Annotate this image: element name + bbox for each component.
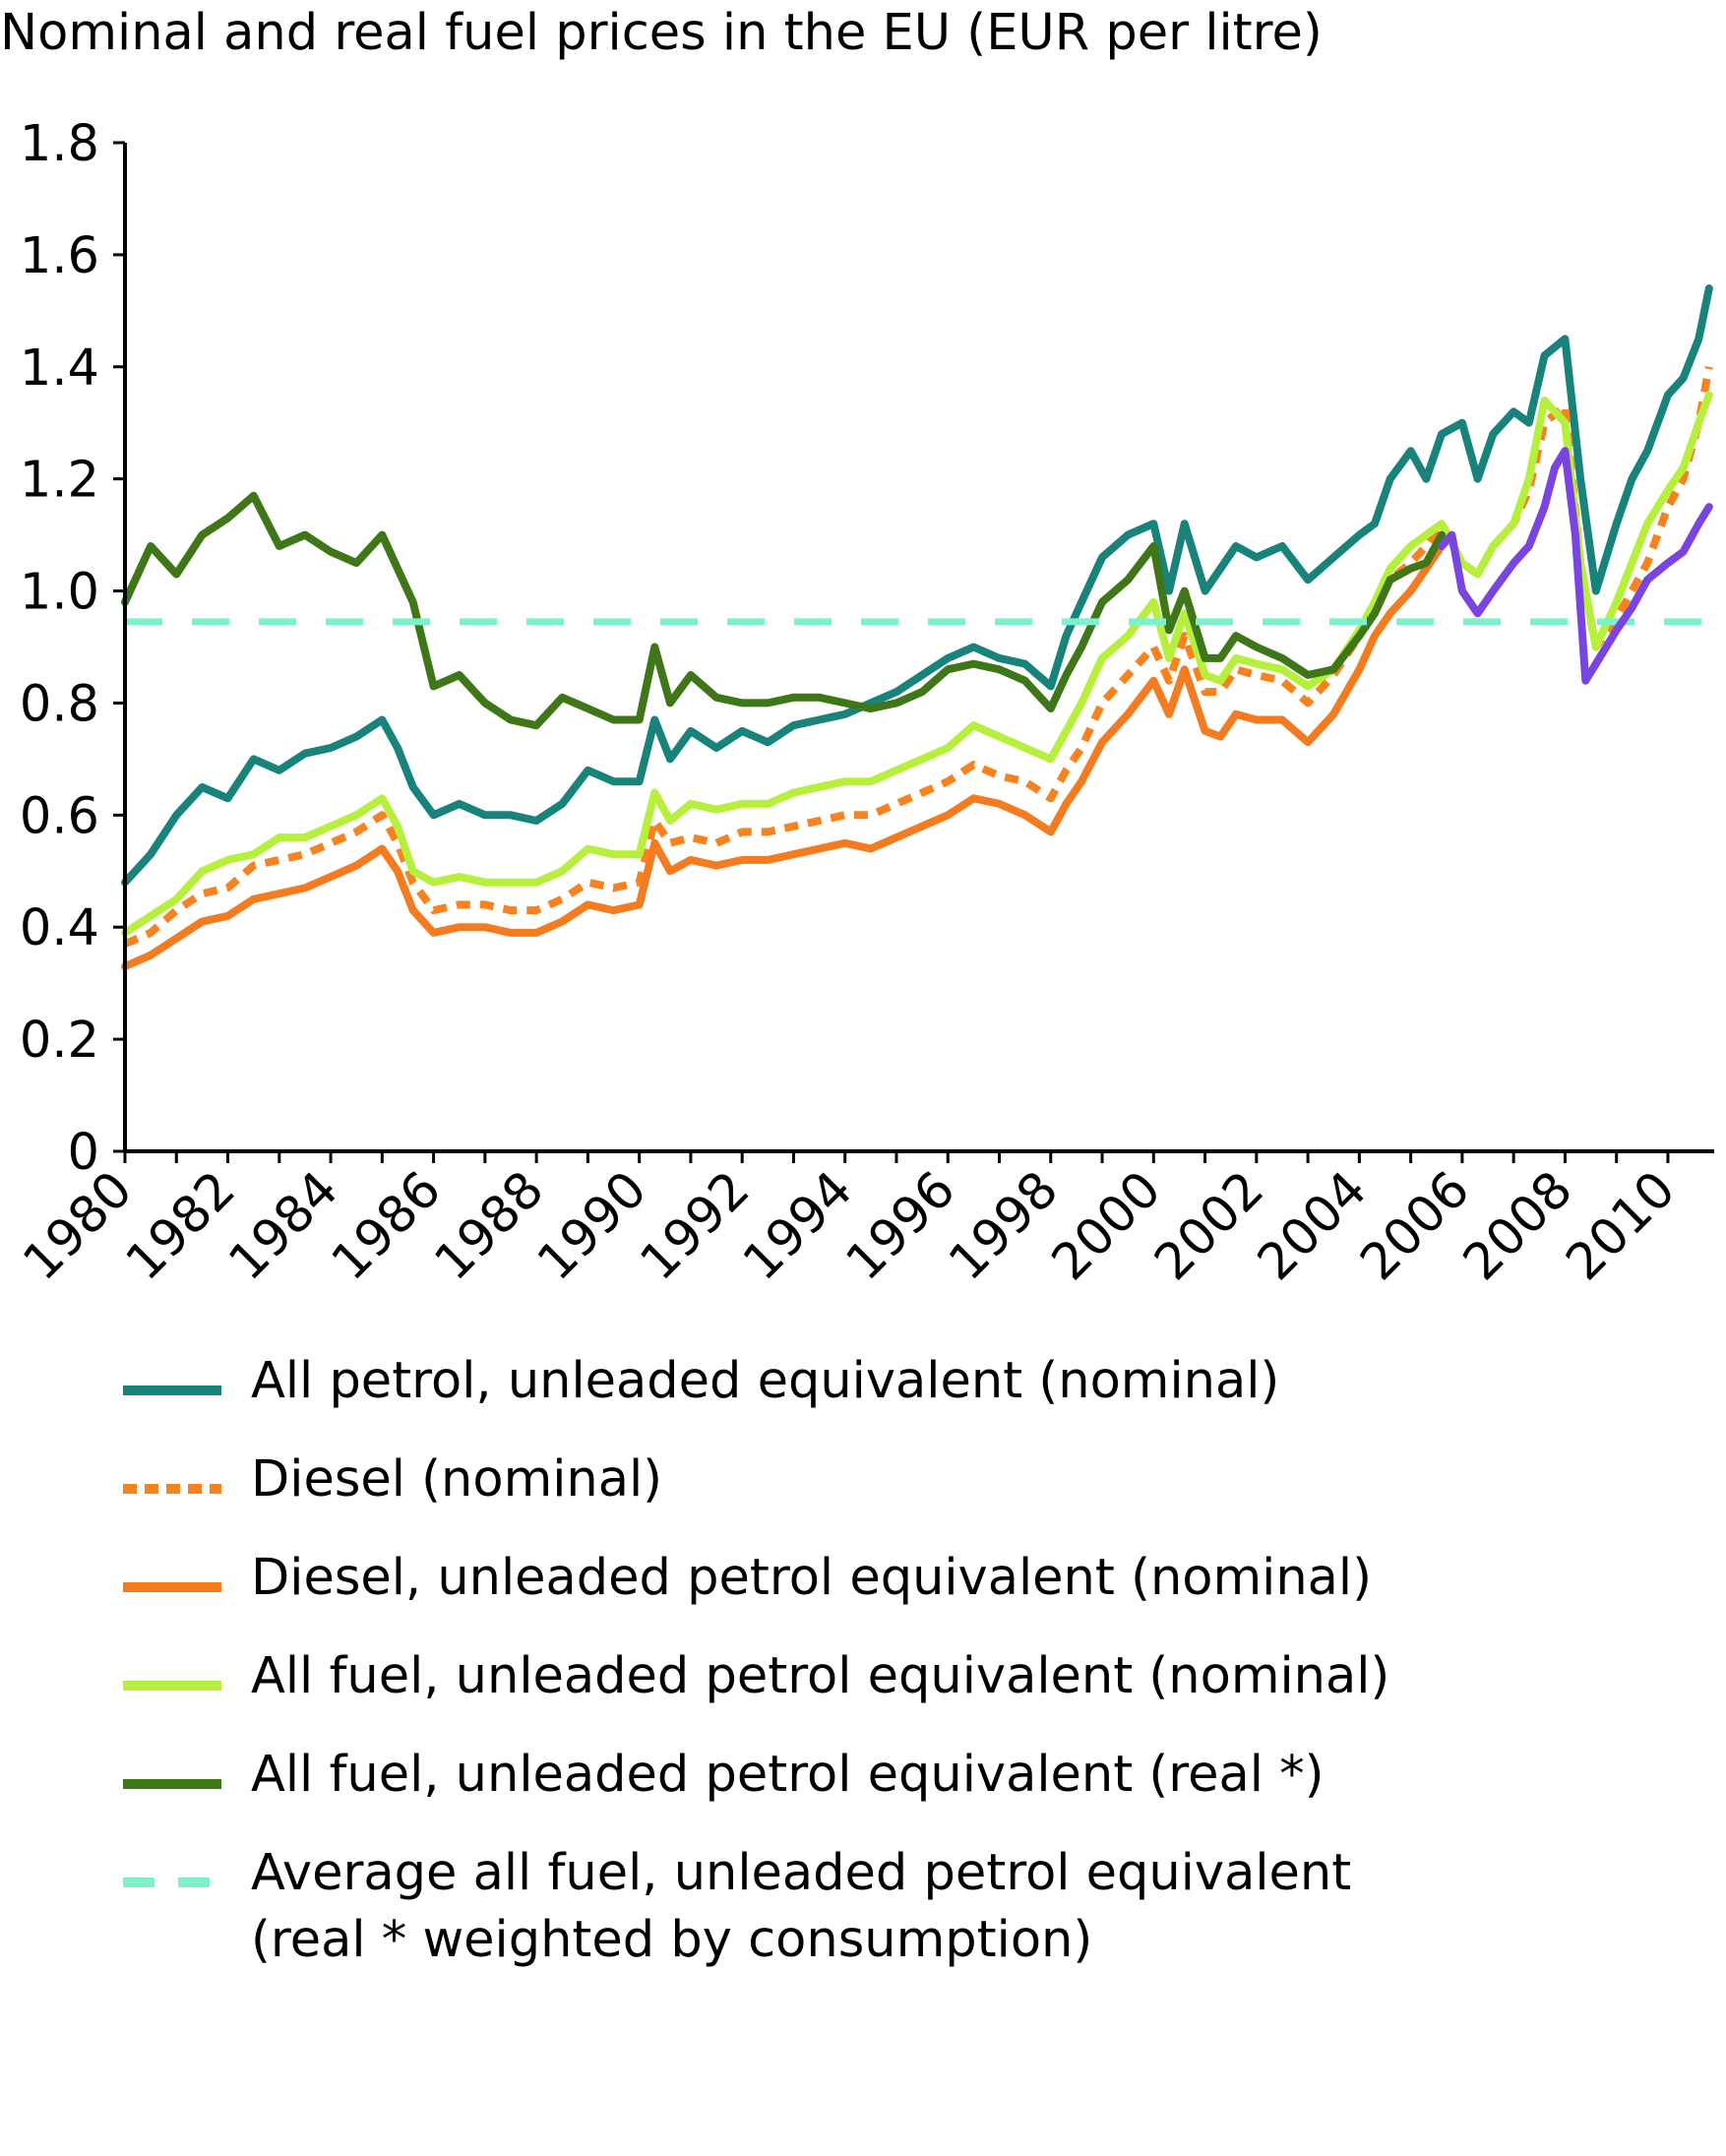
legend-item-diesel-nominal: Diesel (nominal) xyxy=(123,1447,1697,1545)
x-tick-label: 2004 xyxy=(1247,1160,1378,1291)
x-tick-label: 2006 xyxy=(1350,1160,1481,1291)
series-line-0 xyxy=(121,284,1713,887)
legend-item-allfuel-nominal: All fuel, unleaded petrol equivalent (no… xyxy=(123,1643,1697,1742)
y-tick-label: 1.4 xyxy=(20,339,99,398)
x-tick-label: 1986 xyxy=(321,1160,452,1291)
x-tick-label: 1984 xyxy=(218,1160,349,1291)
legend-swatch xyxy=(123,1484,221,1494)
y-tick-label: 1.6 xyxy=(20,227,99,285)
x-tick-label: 1996 xyxy=(835,1160,966,1291)
series-layer xyxy=(121,284,1714,971)
x-tick-label: 1982 xyxy=(115,1160,246,1291)
legend-label: All fuel, unleaded petrol equivalent (no… xyxy=(251,1647,1390,1705)
y-tick-label: 1.0 xyxy=(20,564,99,622)
y-axis: 0 0.2 0.4 0.6 0.8 1.0 1.2 1.4 1.6 1.8 xyxy=(20,115,125,1182)
chart-plot: 0 0.2 0.4 0.6 0.8 1.0 1.2 1.4 1.6 1.8 19801982198… xyxy=(13,115,1714,1292)
x-tick-label: 2010 xyxy=(1556,1160,1687,1291)
x-tick-label: 2002 xyxy=(1144,1160,1275,1291)
legend: All petrol, unleaded equivalent (nominal… xyxy=(123,1348,1697,1988)
legend-item-allfuel-real: All fuel, unleaded petrol equivalent (re… xyxy=(123,1742,1697,1840)
series-line-3 xyxy=(121,391,1713,937)
x-tick-label: 1988 xyxy=(424,1160,555,1291)
y-tick-label: 1.2 xyxy=(20,452,99,510)
x-axis: 1980198219841986198819901992199419961998… xyxy=(13,1151,1687,1292)
series-line-4 xyxy=(121,491,1446,730)
x-tick-label: 1992 xyxy=(630,1160,761,1291)
legend-label: Diesel (nominal) xyxy=(251,1450,663,1509)
series-line-6 xyxy=(1438,447,1713,685)
y-tick-label: 0.6 xyxy=(20,787,99,845)
y-tick-label: 0.8 xyxy=(20,675,99,733)
legend-swatch xyxy=(123,1386,221,1395)
x-tick-label: 2008 xyxy=(1452,1160,1583,1291)
legend-label: All fuel, unleaded petrol equivalent (re… xyxy=(251,1746,1325,1804)
legend-label: All petrol, unleaded equivalent (nominal… xyxy=(251,1352,1280,1410)
legend-item-diesel-upe-nominal: Diesel, unleaded petrol equivalent (nomi… xyxy=(123,1545,1697,1643)
x-tick-label: 1990 xyxy=(526,1160,657,1291)
x-tick-label: 1998 xyxy=(938,1160,1069,1291)
legend-swatch xyxy=(123,1779,221,1789)
y-tick-label: 0.2 xyxy=(20,1012,99,1070)
legend-swatch xyxy=(123,1681,221,1691)
series-line-2 xyxy=(121,542,1446,971)
legend-item-average-real: Average all fuel, unleaded petrol equiva… xyxy=(123,1840,1697,1988)
y-tick-label: 1.8 xyxy=(20,115,99,173)
y-tick-label: 0 xyxy=(68,1124,99,1182)
legend-label: Diesel, unleaded petrol equivalent (nomi… xyxy=(251,1549,1372,1607)
series-line-1 xyxy=(123,366,1713,948)
chart-title: Nominal and real fuel prices in the EU (… xyxy=(0,4,1323,62)
legend-swatch xyxy=(123,1582,221,1592)
x-tick-label: 2000 xyxy=(1041,1160,1172,1291)
legend-item-petrol-nominal: All petrol, unleaded equivalent (nominal… xyxy=(123,1348,1697,1447)
legend-label: Average all fuel, unleaded petrol equiva… xyxy=(251,1844,1352,1969)
x-tick-label: 1994 xyxy=(732,1160,863,1291)
y-tick-label: 0.4 xyxy=(20,899,99,957)
legend-swatch xyxy=(123,1878,221,1887)
